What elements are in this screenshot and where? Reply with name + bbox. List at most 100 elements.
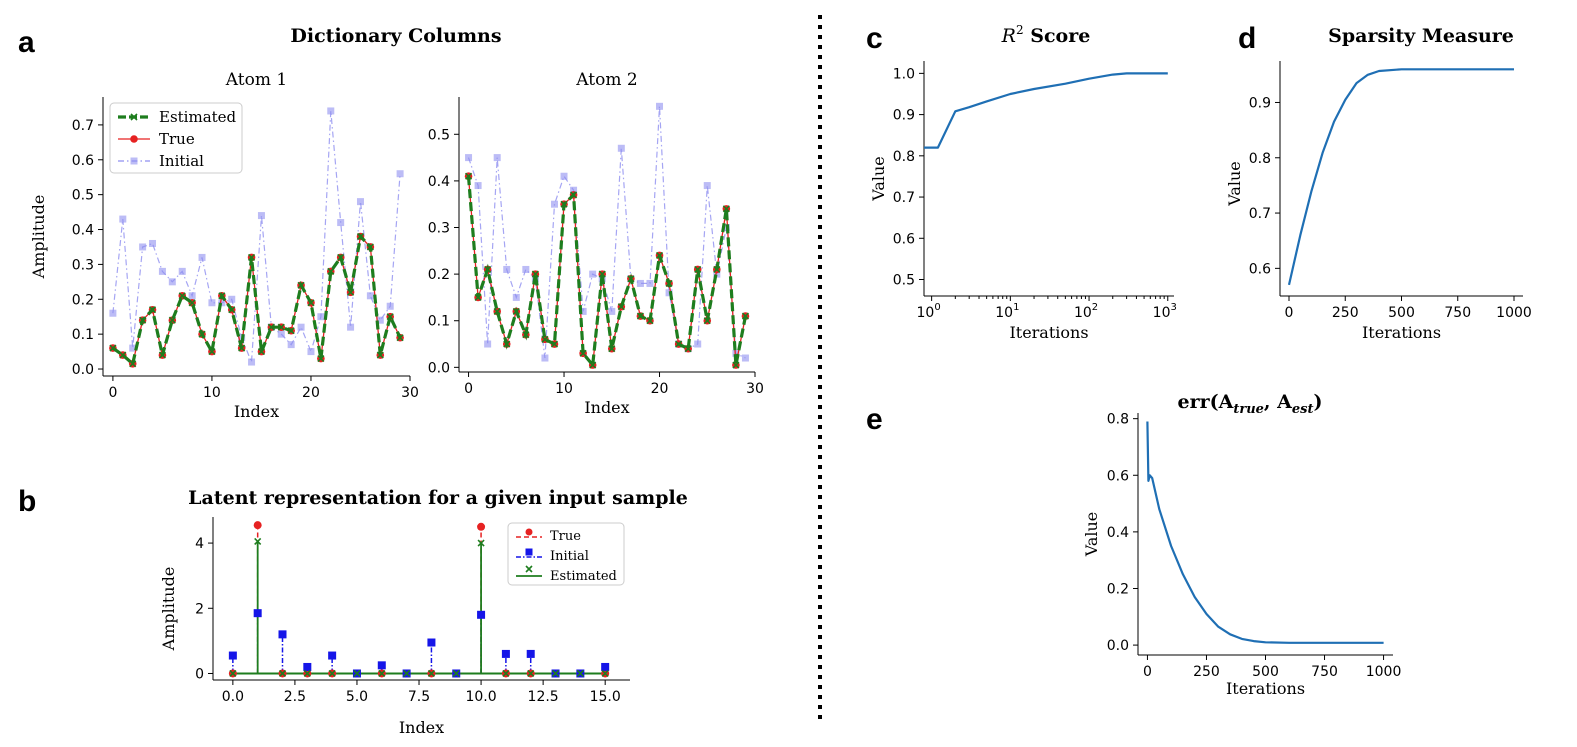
initial-point: [474, 182, 482, 190]
estimated-point: [109, 344, 117, 352]
legend-initial-label: Initial: [159, 152, 204, 170]
r2-curve: [924, 72, 1168, 149]
x-tick-label: 102: [1074, 302, 1098, 321]
estimated-stem-marker: [378, 669, 386, 678]
initial-point: [257, 212, 265, 220]
y-tick-label: 0.6: [72, 153, 94, 169]
initial-point: [337, 219, 345, 227]
y-tick-label: 0.9: [893, 108, 915, 124]
x-tick-label: 250: [1193, 664, 1220, 680]
sparsity-curve: [1287, 68, 1514, 286]
estimated-point: [550, 340, 559, 348]
x-tick-label: 1000: [1366, 664, 1402, 680]
initial-point: [228, 295, 236, 303]
initial-point: [347, 323, 355, 331]
y-tick-label: 0.5: [893, 273, 915, 289]
initial-point: [198, 253, 206, 261]
initial-point: [139, 243, 147, 251]
initial-point: [376, 316, 384, 324]
x-tick-label: 0: [108, 385, 117, 401]
estimated-point: [287, 327, 295, 335]
estimated-point: [503, 340, 511, 348]
true-series-line: [112, 235, 401, 366]
estimated-point: [119, 351, 127, 359]
initial-point: [168, 278, 176, 286]
x-tick-label: 750: [1444, 305, 1471, 321]
panel-label-a: a: [18, 26, 35, 59]
initial-stem-marker: [377, 661, 386, 670]
initial-point: [713, 270, 721, 278]
y-tick-label: 0.7: [1249, 206, 1271, 222]
initial-stem-marker: [477, 610, 486, 619]
initial-point: [119, 215, 127, 223]
estimated-point: [636, 312, 644, 320]
x-tick-label: 20: [302, 385, 320, 401]
panel-label-d: d: [1238, 22, 1256, 55]
estimated-point: [589, 361, 597, 369]
estimated-point: [694, 265, 702, 274]
atom-title: Atom 1: [225, 70, 287, 90]
initial-point: [484, 340, 492, 348]
y-tick-label: 4: [195, 536, 204, 552]
x-tick-label: 500: [1252, 664, 1279, 680]
estimated-stem-marker: [452, 669, 460, 678]
legend-true-label: True: [550, 529, 581, 544]
estimated-point: [675, 340, 683, 348]
y-tick-label: 0.8: [1249, 151, 1271, 167]
initial-point: [178, 267, 186, 275]
initial-point: [109, 309, 117, 317]
y-tick-label: 0.2: [428, 267, 450, 283]
y-tick-label: 0.0: [72, 362, 94, 378]
x-tick-label: 101: [995, 302, 1019, 321]
initial-point: [541, 354, 549, 362]
estimated-point: [198, 330, 206, 338]
initial-stem-marker: [278, 630, 287, 639]
estimated-point: [337, 253, 345, 261]
estimated-stem-marker: [278, 669, 287, 678]
y-tick-label: 0.0: [1107, 638, 1129, 654]
estimated-point: [327, 267, 335, 275]
error-curve: [1146, 421, 1384, 644]
x-tick-label: 750: [1311, 664, 1338, 680]
initial-stem-marker: [501, 649, 510, 658]
estimated-point: [228, 306, 236, 314]
atom-title: Atom 2: [575, 70, 637, 90]
estimated-point: [208, 348, 216, 356]
initial-point: [560, 172, 568, 180]
legend-estimated-label: Estimated: [159, 108, 237, 126]
y-tick-label: 0.5: [428, 127, 450, 143]
x-tick-label: 0.0: [222, 689, 244, 705]
initial-point: [617, 144, 625, 152]
initial-point: [188, 292, 196, 300]
x-tick-label: 7.5: [408, 689, 430, 705]
estimated-stem-marker: [477, 539, 485, 547]
initial-point: [297, 323, 305, 331]
initial-point: [158, 267, 166, 275]
estimated-point: [376, 351, 384, 359]
y-tick-label: 0.1: [428, 314, 450, 330]
initial-point: [396, 170, 404, 178]
legend-true-marker: [130, 135, 138, 143]
y-tick-label: 2: [195, 601, 204, 617]
y-tick-label: 0.0: [428, 360, 450, 376]
x-tick-label: 20: [651, 381, 669, 397]
y-tick-label: 0.6: [1249, 261, 1271, 277]
panel-label-c: c: [866, 22, 883, 55]
estimated-point: [684, 345, 692, 353]
initial-point: [522, 265, 530, 273]
initial-point: [307, 348, 315, 356]
initial-point: [277, 330, 285, 338]
estimated-point: [386, 313, 394, 321]
estimated-point: [238, 344, 246, 352]
initial-point: [129, 344, 137, 352]
initial-stem-marker: [303, 662, 312, 671]
initial-point: [493, 154, 501, 162]
y-tick-label: 0.8: [1107, 412, 1129, 428]
estimated-point: [741, 312, 750, 320]
estimated-point: [722, 205, 730, 213]
x-tick-label: 100: [917, 302, 941, 321]
y-tick-label: 0.3: [72, 257, 94, 273]
estimated-point: [257, 348, 266, 356]
estimated-point: [178, 292, 186, 300]
